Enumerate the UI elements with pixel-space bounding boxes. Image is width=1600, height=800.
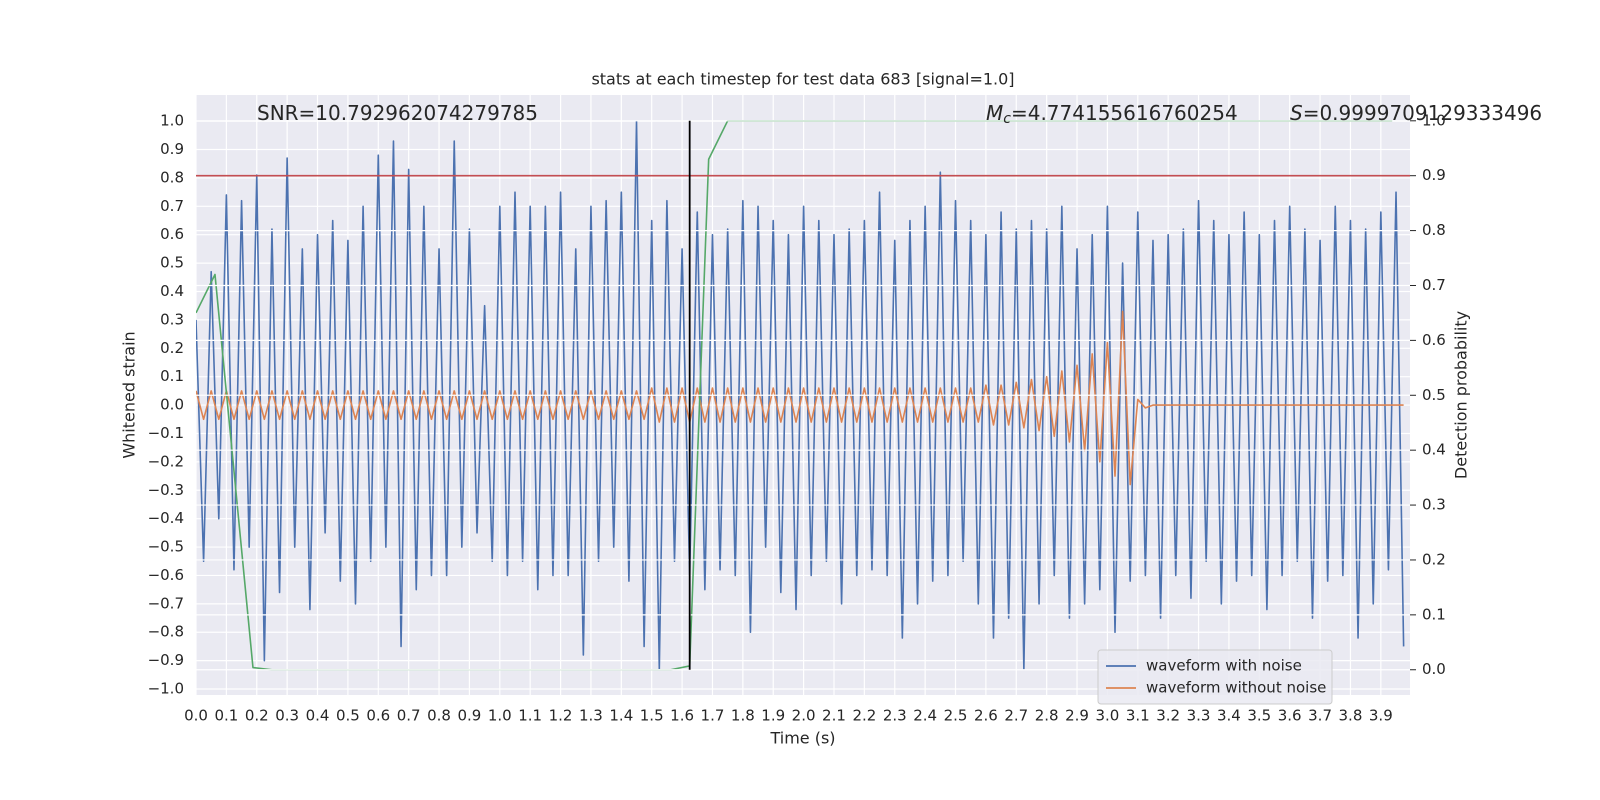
y-tick-label: 1.0 (160, 112, 184, 130)
annotation-subscript: c (1003, 111, 1011, 127)
x-tick-label: 2.7 (1004, 707, 1028, 725)
x-tick-label: 2.0 (792, 707, 816, 725)
y2-tick-label: 0.5 (1422, 386, 1446, 404)
series-line (196, 310, 1404, 486)
x-tick-label: 3.8 (1339, 707, 1363, 725)
y-tick-label: 0.7 (160, 197, 184, 215)
x-tick-label: 1.0 (488, 707, 512, 725)
annotation-text: SNR=10.792962074279785 (257, 101, 538, 125)
x-tick-label: 0.3 (275, 707, 299, 725)
x-tick-label: 0.4 (306, 707, 330, 725)
x-tick-label: 1.7 (701, 707, 725, 725)
x-tick-label: 2.2 (852, 707, 876, 725)
y2-tick-label: 1.0 (1422, 111, 1446, 129)
y-tick-label: 0.9 (160, 140, 184, 158)
x-tick-label: 1.2 (549, 707, 573, 725)
y2-tick-label: 0.2 (1422, 550, 1446, 568)
x-tick-label: 1.9 (761, 707, 785, 725)
y2-tick-label: 0.9 (1422, 166, 1446, 184)
x-tick-label: 1.4 (609, 707, 633, 725)
y-tick-label: −0.9 (148, 651, 184, 669)
x-tick-label: 0.7 (397, 707, 421, 725)
x-tick-label: 2.4 (913, 707, 937, 725)
y-tick-label: 0.2 (160, 339, 184, 357)
legend: waveform with noise waveform without nois… (1097, 649, 1333, 705)
x-tick-label: 1.6 (670, 707, 694, 725)
y-tick-label: 0.4 (160, 282, 184, 300)
y-tick-label: −0.6 (148, 566, 184, 584)
y-tick-label: −0.7 (148, 594, 184, 612)
y2-tick-label: 0.3 (1422, 496, 1446, 514)
y-tick-label: −0.4 (148, 509, 184, 527)
x-tick-label: 3.7 (1308, 707, 1332, 725)
x-tick-label: 1.5 (640, 707, 664, 725)
x-tick-label: 2.8 (1035, 707, 1059, 725)
annotation-text: =0.9999709129333496 (1303, 101, 1542, 125)
y-tick-label: 0.1 (160, 367, 184, 385)
x-tick-label: 3.9 (1369, 707, 1393, 725)
x-tick-label: 3.2 (1156, 707, 1180, 725)
annotation-text: =4.774155616760254 (1011, 101, 1238, 125)
x-tick-label: 2.1 (822, 707, 846, 725)
x-tick-label: 3.6 (1278, 707, 1302, 725)
x-tick-label: 0.2 (245, 707, 269, 725)
y-tick-label: 0.6 (160, 225, 184, 243)
x-tick-label: 0.9 (457, 707, 481, 725)
y-tick-label: 0.0 (160, 396, 184, 414)
x-tick-label: 0.1 (214, 707, 238, 725)
annotation: SNR=10.792962074279785 (257, 101, 538, 125)
y-tick-label: 0.3 (160, 310, 184, 328)
x-tick-label: 3.3 (1187, 707, 1211, 725)
y2-tick-label: 0.8 (1422, 221, 1446, 239)
y2-tick-label: 0.6 (1422, 331, 1446, 349)
x-tick-label: 3.0 (1095, 707, 1119, 725)
x-tick-label: 1.1 (518, 707, 542, 725)
x-tick-label: 1.8 (731, 707, 755, 725)
y-tick-label: −0.3 (148, 481, 184, 499)
legend-box (1097, 649, 1333, 705)
x-tick-label: 2.3 (883, 707, 907, 725)
y-tick-label: −0.2 (148, 452, 184, 470)
chart-title: stats at each timestep for test data 683… (591, 70, 1014, 89)
x-tick-label: 3.5 (1247, 707, 1271, 725)
y2-tick-label: 0.4 (1422, 441, 1446, 459)
y2-tick-label: 0.7 (1422, 276, 1446, 294)
y-axis-label: Whitened strain (120, 331, 139, 458)
y2-tick-label: 0.0 (1422, 660, 1446, 678)
y2-axis-label: Detection probability (1452, 311, 1471, 479)
y-tick-label: −0.5 (148, 538, 184, 556)
legend-label: waveform with noise (1146, 657, 1302, 675)
legend-label: waveform without noise (1146, 679, 1326, 697)
x-tick-label: 0.6 (366, 707, 390, 725)
x-tick-label: 0.5 (336, 707, 360, 725)
y-tick-label: 0.5 (160, 254, 184, 272)
x-tick-label: 2.9 (1065, 707, 1089, 725)
x-tick-label: 3.4 (1217, 707, 1241, 725)
annotation: S=0.9999709129333496 (1290, 101, 1542, 125)
x-tick-label: 0.0 (184, 707, 208, 725)
annotation-symbol: M (986, 101, 1003, 125)
annotation: Mc=4.774155616760254 (986, 101, 1238, 128)
x-axis-label: Time (s) (769, 729, 835, 748)
x-tick-label: 0.8 (427, 707, 451, 725)
y2-tick-label: 0.1 (1422, 605, 1446, 623)
x-tick-label: 2.6 (974, 707, 998, 725)
y-tick-label: 0.8 (160, 168, 184, 186)
y-tick-label: −0.1 (148, 424, 184, 442)
y-tick-label: −1.0 (148, 680, 184, 698)
annotation-symbol: S (1290, 101, 1303, 125)
x-tick-label: 2.5 (944, 707, 968, 725)
x-tick-label: 1.3 (579, 707, 603, 725)
x-tick-label: 3.1 (1126, 707, 1150, 725)
y-tick-label: −0.8 (148, 623, 184, 641)
